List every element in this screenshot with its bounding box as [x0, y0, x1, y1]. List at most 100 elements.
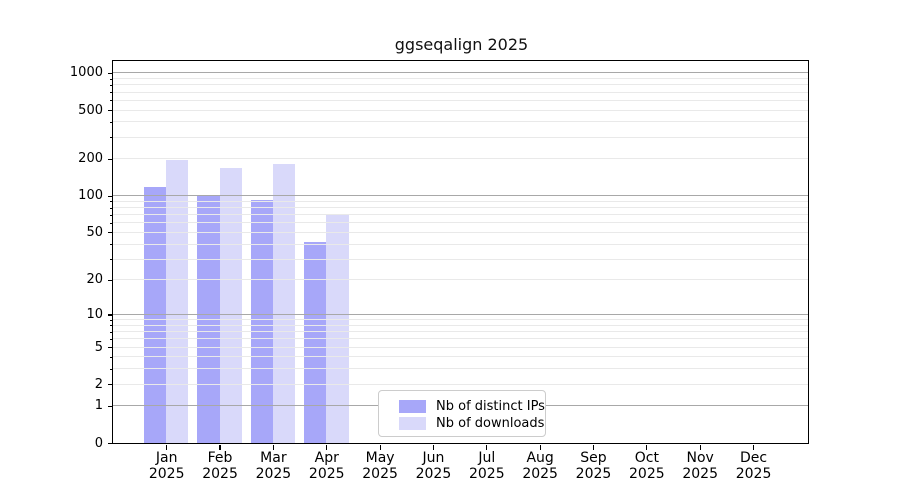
chart-title: ggseqalign 2025	[394, 35, 529, 54]
y-tick-label-1: 1	[94, 398, 103, 414]
bars-layer	[113, 61, 808, 443]
gridline-minor-40	[113, 243, 808, 245]
y-minor-tick-900	[109, 78, 112, 80]
y-tick-100	[107, 195, 112, 197]
y-tick-0	[107, 442, 112, 445]
y-tick-label-1000: 1000	[69, 65, 103, 81]
y-minor-tick-90	[109, 201, 112, 203]
gridline-minor-90	[113, 200, 808, 202]
gridline-minor-600	[113, 99, 808, 101]
y-tick-2	[107, 384, 112, 386]
gridline-minor-8	[113, 324, 808, 326]
y-tick-20	[107, 279, 112, 281]
y-minor-tick-600	[109, 100, 112, 102]
legend-swatch-distinct-ips	[399, 400, 426, 413]
y-minor-tick-6	[109, 338, 112, 340]
gridline-minor-30	[113, 258, 808, 260]
x-tick-nov	[699, 445, 701, 450]
gridline-minor-70	[113, 214, 808, 216]
y-tick-label-200: 200	[78, 151, 103, 167]
x-tick-jul	[486, 445, 488, 450]
y-minor-tick-80	[109, 207, 112, 209]
x-tick-dec	[752, 445, 755, 450]
x-tick-feb	[219, 445, 221, 450]
y-minor-tick-300	[109, 137, 112, 139]
y-tick-label-50: 50	[86, 224, 103, 240]
gridline-minor-4	[113, 356, 808, 358]
y-minor-tick-3	[109, 368, 112, 370]
gridline-major-100	[113, 195, 808, 197]
gridline-major-10	[113, 314, 808, 316]
y-tick-label-5: 5	[94, 339, 103, 355]
y-minor-tick-800	[109, 84, 112, 86]
gridline-minor-200	[113, 158, 808, 160]
x-tick-label-nov: Nov 2025	[682, 450, 718, 482]
bar-downloads-apr	[326, 214, 349, 443]
y-tick-1	[107, 405, 112, 407]
y-tick-label-20: 20	[86, 272, 103, 288]
y-minor-tick-60	[109, 222, 112, 224]
gridline-minor-60	[113, 222, 808, 224]
x-tick-may	[379, 445, 381, 450]
x-tick-label-oct: Oct 2025	[629, 450, 665, 482]
x-tick-label-mar: Mar 2025	[255, 450, 292, 482]
y-tick-label-500: 500	[78, 102, 103, 118]
y-minor-tick-70	[109, 214, 112, 216]
x-tick-mar	[272, 445, 274, 450]
legend-label-downloads: Nb of downloads	[436, 415, 545, 431]
x-tick-label-may: May 2025	[362, 450, 398, 482]
grid-layer	[113, 61, 808, 443]
gridline-minor-3	[113, 368, 808, 370]
y-tick-label-2: 2	[94, 376, 103, 392]
x-tick-label-aug: Aug 2025	[522, 450, 558, 482]
x-tick-label-sep: Sep 2025	[575, 450, 612, 482]
y-tick-50	[107, 232, 112, 234]
legend-entry-distinct-ips: Nb of distinct IPs	[399, 398, 545, 415]
y-tick-label-0: 0	[94, 435, 103, 451]
y-tick-label-100: 100	[78, 188, 103, 204]
x-tick-sep	[592, 445, 595, 450]
x-tick-label-jan: Jan 2025	[148, 450, 185, 482]
gridline-minor-300	[113, 136, 808, 138]
gridline-major-1000	[113, 72, 808, 74]
y-tick-500	[107, 109, 112, 112]
legend-swatch-downloads	[399, 417, 426, 430]
x-tick-apr	[326, 445, 328, 450]
x-tick-label-apr: Apr 2025	[308, 450, 345, 482]
y-minor-tick-40	[109, 244, 112, 246]
gridline-minor-6	[113, 338, 808, 340]
y-tick-5	[107, 346, 112, 349]
legend: Nb of distinct IPs Nb of downloads	[378, 390, 546, 437]
legend-entry-downloads: Nb of downloads	[399, 415, 545, 432]
gridline-minor-9	[113, 319, 808, 321]
x-tick-label-jul: Jul 2025	[468, 450, 505, 482]
y-minor-tick-8	[109, 325, 112, 327]
y-minor-tick-400	[109, 121, 112, 123]
gridline-minor-400	[113, 121, 808, 123]
plot-area	[112, 60, 809, 444]
bar-downloads-jan	[166, 160, 189, 443]
gridline-minor-500	[113, 109, 808, 111]
x-tick-oct	[646, 445, 648, 450]
x-tick-jan	[166, 445, 168, 450]
gridline-minor-800	[113, 84, 808, 86]
y-minor-tick-4	[109, 356, 112, 358]
bar-downloads-mar	[272, 163, 296, 443]
bar-distinct-ips-mar	[250, 199, 273, 443]
y-tick-200	[107, 158, 112, 161]
gridline-minor-7	[113, 331, 808, 333]
gridline-minor-20	[113, 279, 808, 281]
gridline-minor-900	[113, 78, 808, 80]
legend-label-distinct-ips: Nb of distinct IPs	[436, 398, 545, 414]
y-tick-label-10: 10	[86, 307, 103, 323]
x-tick-label-feb: Feb 2025	[202, 450, 238, 482]
y-minor-tick-7	[109, 331, 112, 333]
gridline-minor-700	[113, 91, 808, 93]
y-minor-tick-9	[109, 319, 112, 321]
y-minor-tick-700	[109, 92, 112, 94]
x-tick-jun	[432, 445, 435, 450]
x-tick-label-jun: Jun 2025	[415, 450, 452, 482]
gridline-minor-80	[113, 207, 808, 209]
y-tick-10	[107, 314, 112, 316]
